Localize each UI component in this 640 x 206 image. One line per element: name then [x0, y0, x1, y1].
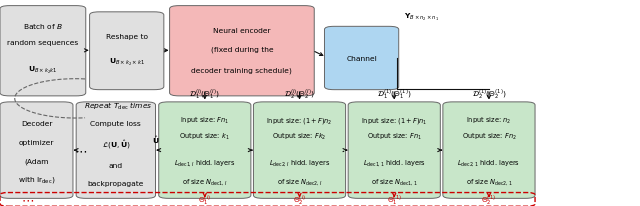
Text: Neural encoder: Neural encoder [213, 28, 271, 34]
Text: random sequences: random sequences [7, 40, 79, 46]
Text: Output size: $Fn_1$: Output size: $Fn_1$ [367, 131, 422, 141]
Text: with $\mathrm{lr_{dec}}$): with $\mathrm{lr_{dec}}$) [18, 174, 55, 184]
FancyBboxPatch shape [170, 7, 314, 96]
Text: $\hat{\mathbf{U}}$: $\hat{\mathbf{U}}$ [152, 134, 159, 146]
Text: of size $N_{\mathrm{dec2},1}$: of size $N_{\mathrm{dec2},1}$ [466, 176, 512, 186]
Text: and: and [109, 162, 123, 168]
Text: $\cdots$: $\cdots$ [21, 193, 34, 206]
FancyBboxPatch shape [76, 102, 156, 198]
Text: $L_{\mathrm{dec1},1}$ hidd. layers: $L_{\mathrm{dec1},1}$ hidd. layers [363, 158, 426, 168]
Text: Input size: $n_2$: Input size: $n_2$ [467, 115, 511, 125]
Text: backpropagate: backpropagate [88, 180, 144, 186]
Text: $\Theta_2^{(1)}$: $\Theta_2^{(1)}$ [481, 192, 497, 206]
Text: $\Theta_1^{(I)}$: $\Theta_1^{(I)}$ [198, 192, 211, 206]
FancyBboxPatch shape [443, 102, 535, 198]
FancyBboxPatch shape [90, 13, 164, 90]
Text: Input size: $(1+F)n_1$: Input size: $(1+F)n_1$ [361, 115, 428, 125]
FancyBboxPatch shape [0, 102, 73, 198]
Text: $\mathcal{D}_1^{(I)}(\Theta_1^{(I)})$: $\mathcal{D}_1^{(I)}(\Theta_1^{(I)})$ [189, 88, 220, 102]
Text: of size $N_{\mathrm{dec2},I}$: of size $N_{\mathrm{dec2},I}$ [277, 176, 322, 186]
Text: $\mathcal{D}_2^{(1)}(\Theta_2^{(1)})$: $\mathcal{D}_2^{(1)}(\Theta_2^{(1)})$ [472, 88, 506, 102]
Text: $\Theta_1^{(1)}$: $\Theta_1^{(1)}$ [387, 192, 402, 206]
Text: $L_{\mathrm{dec2},1}$ hidd. layers: $L_{\mathrm{dec2},1}$ hidd. layers [458, 158, 520, 168]
Text: $L_{\mathrm{dec2},I}$ hidd. layers: $L_{\mathrm{dec2},I}$ hidd. layers [269, 158, 330, 168]
Text: $\mathcal{L}(\mathbf{U}, \hat{\mathbf{U}})$: $\mathcal{L}(\mathbf{U}, \hat{\mathbf{U}… [102, 138, 130, 150]
Text: Decoder: Decoder [20, 121, 52, 126]
Text: (fixed during the: (fixed during the [211, 46, 273, 53]
Text: of size $N_{\mathrm{dec1},1}$: of size $N_{\mathrm{dec1},1}$ [371, 176, 417, 186]
Text: Output size: $k_1$: Output size: $k_1$ [179, 131, 230, 141]
Text: $\mathbf{U}_{B\times k_2\times k1}$: $\mathbf{U}_{B\times k_2\times k1}$ [109, 56, 145, 67]
Text: Repeat $T_{\mathrm{dec}}$ times: Repeat $T_{\mathrm{dec}}$ times [84, 100, 152, 111]
Text: Batch of $B$: Batch of $B$ [23, 22, 63, 31]
Text: optimizer: optimizer [19, 139, 54, 145]
FancyBboxPatch shape [253, 102, 346, 198]
Text: of size $N_{\mathrm{dec1},I}$: of size $N_{\mathrm{dec1},I}$ [182, 176, 227, 186]
Text: (Adam: (Adam [24, 157, 49, 164]
Text: $\mathcal{D}_1^{(1)}(\Theta_1^{(1)})$: $\mathcal{D}_1^{(1)}(\Theta_1^{(1)})$ [377, 88, 412, 102]
Text: $\mathcal{D}_2^{(I)}(\Theta_2^{(I)})$: $\mathcal{D}_2^{(I)}(\Theta_2^{(I)})$ [284, 88, 315, 102]
Text: Output size: $Fk_2$: Output size: $Fk_2$ [272, 131, 327, 141]
Text: Reshape to: Reshape to [106, 34, 148, 40]
FancyBboxPatch shape [324, 27, 399, 90]
Text: Output size: $Fn_2$: Output size: $Fn_2$ [461, 131, 516, 141]
Text: decoder training schedule): decoder training schedule) [191, 67, 292, 73]
Text: Channel: Channel [346, 56, 377, 62]
FancyBboxPatch shape [159, 102, 251, 198]
Text: $\mathbf{U}_{B\times k_2 k1}$: $\mathbf{U}_{B\times k_2 k1}$ [28, 64, 58, 76]
Text: $L_{\mathrm{dec1},I}$ hidd. layers: $L_{\mathrm{dec1},I}$ hidd. layers [174, 158, 236, 168]
Text: $\cdots$: $\cdots$ [74, 144, 87, 157]
Text: Input size: $Fn_1$: Input size: $Fn_1$ [180, 115, 229, 125]
Text: Compute loss: Compute loss [90, 121, 141, 126]
FancyBboxPatch shape [0, 7, 86, 96]
Text: $\mathbf{Y}_{B\times n_2\times n_1}$: $\mathbf{Y}_{B\times n_2\times n_1}$ [404, 12, 440, 23]
FancyBboxPatch shape [348, 102, 440, 198]
Text: $\Theta_2^{(I)}$: $\Theta_2^{(I)}$ [293, 192, 306, 206]
Text: Input size: $(1+F)n_2$: Input size: $(1+F)n_2$ [266, 115, 333, 125]
